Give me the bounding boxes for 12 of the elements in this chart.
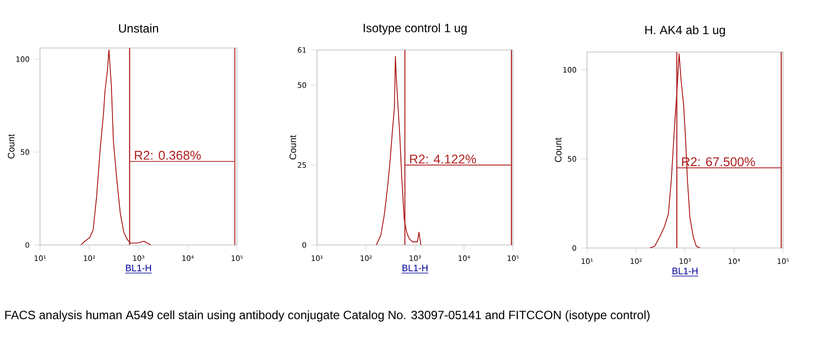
y-axis-title: Count bbox=[554, 138, 562, 162]
x-axis-title: BL1-H bbox=[402, 264, 428, 272]
y-axis-title: Count bbox=[8, 134, 14, 158]
chart-title: Unstain bbox=[119, 24, 158, 33]
annotation: R2: 4.122% bbox=[410, 154, 476, 164]
y-axis-title: Count bbox=[290, 135, 296, 160]
x-axis-title: BL1-H bbox=[672, 268, 698, 274]
annotation: R2: 0.368% bbox=[134, 150, 201, 160]
x-axis-title: BL1-H bbox=[126, 264, 151, 272]
chart-title: H. AK4 ab 1 ug bbox=[645, 25, 725, 37]
chart-title: Isotype control 1 ug bbox=[364, 23, 467, 35]
text: FACS analysis human A549 cell stain using antibody conjugate Catalog No. 33097-05141 and FITCCON (isotype control) bbox=[5, 310, 650, 322]
